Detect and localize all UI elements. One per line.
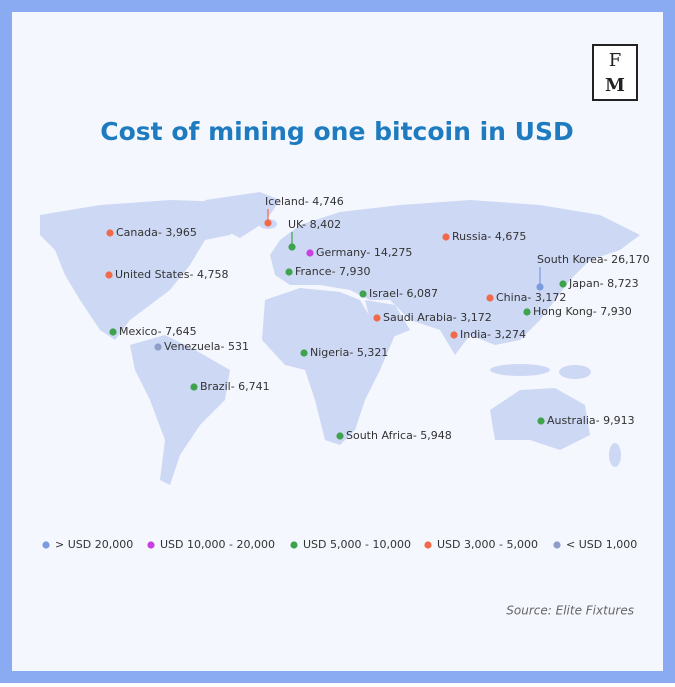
marker-dot bbox=[450, 331, 458, 339]
marker-label: Venezuela- 531 bbox=[164, 340, 249, 353]
legend-item: USD 10,000 - 20,000 bbox=[147, 538, 275, 551]
logo-top: F bbox=[609, 50, 622, 71]
source: Source: Elite Fixtures bbox=[506, 604, 634, 618]
map-marker: China- 3,172 bbox=[486, 291, 566, 304]
legend-label: USD 10,000 - 20,000 bbox=[160, 538, 275, 551]
logo-box bbox=[592, 44, 638, 101]
marker-dot bbox=[300, 349, 308, 357]
map-marker: Germany- 14,275 bbox=[306, 246, 412, 259]
marker-label: India- 3,274 bbox=[460, 328, 526, 341]
legend-label: USD 3,000 - 5,000 bbox=[437, 538, 538, 551]
map-marker: Israel- 6,087 bbox=[359, 287, 438, 300]
marker-label: Iceland- 4,746 bbox=[265, 195, 344, 208]
marker-dot bbox=[373, 314, 381, 322]
greenland bbox=[205, 192, 280, 238]
eurasia bbox=[270, 200, 640, 355]
north-america bbox=[40, 200, 250, 340]
legend-label: > USD 20,000 bbox=[55, 538, 133, 551]
markers: Iceland- 4,746 UK- 8,402 Germany- 14,275 Ca… bbox=[105, 195, 650, 442]
marker-dot bbox=[359, 290, 367, 298]
marker-label: France- 7,930 bbox=[295, 265, 371, 278]
new-zealand bbox=[609, 443, 621, 467]
arabia bbox=[365, 300, 410, 340]
map-marker: Venezuela- 531 bbox=[154, 340, 249, 353]
map-marker: France- 7,930 bbox=[285, 265, 371, 278]
new-guinea bbox=[559, 365, 591, 379]
map-marker: UK- 8,402 bbox=[288, 218, 341, 251]
south-america bbox=[130, 335, 230, 485]
marker-dot bbox=[285, 268, 293, 276]
marker-label: Hong Kong- 7,930 bbox=[533, 305, 632, 318]
marker-label: Russia- 4,675 bbox=[452, 230, 526, 243]
legend-item: USD 3,000 - 5,000 bbox=[424, 538, 538, 551]
indonesia bbox=[490, 364, 550, 376]
marker-label: Israel- 6,087 bbox=[369, 287, 438, 300]
legend-item: USD 5,000 - 10,000 bbox=[290, 538, 411, 551]
marker-label: Mexico- 7,645 bbox=[119, 325, 197, 338]
map-marker: India- 3,274 bbox=[450, 328, 526, 341]
marker-label: Saudi Arabia- 3,172 bbox=[383, 311, 492, 324]
map-marker: Mexico- 7,645 bbox=[109, 325, 197, 338]
legend-label: USD 5,000 - 10,000 bbox=[303, 538, 411, 551]
map-marker: United States- 4,758 bbox=[105, 268, 228, 281]
marker-label: Japan- 8,723 bbox=[568, 277, 639, 290]
marker-label: Brazil- 6,741 bbox=[200, 380, 270, 393]
legend: > USD 20,000 USD 10,000 - 20,000 USD 5,000… bbox=[42, 538, 637, 551]
legend-dot bbox=[147, 541, 155, 549]
legend-label: < USD 1,000 bbox=[566, 538, 637, 551]
legend-item: < USD 1,000 bbox=[553, 538, 637, 551]
marker-dot bbox=[559, 280, 567, 288]
legend-dot bbox=[424, 541, 432, 549]
legend-dot bbox=[42, 541, 50, 549]
marker-dot bbox=[306, 249, 314, 257]
logo-bottom: M bbox=[605, 75, 625, 96]
marker-label: South Africa- 5,948 bbox=[346, 429, 452, 442]
marker-label: UK- 8,402 bbox=[288, 218, 341, 231]
map-marker: Japan- 8,723 bbox=[559, 277, 639, 290]
marker-label: China- 3,172 bbox=[496, 291, 566, 304]
marker-dot bbox=[154, 343, 162, 351]
marker-label: Nigeria- 5,321 bbox=[310, 346, 388, 359]
marker-dot bbox=[486, 294, 494, 302]
marker-dot bbox=[336, 432, 344, 440]
map-marker: Australia- 9,913 bbox=[537, 414, 635, 427]
marker-dot bbox=[442, 233, 450, 241]
legend-dot bbox=[290, 541, 298, 549]
marker-dot bbox=[105, 271, 113, 279]
marker-dot bbox=[288, 243, 296, 251]
marker-label: Canada- 3,965 bbox=[116, 226, 197, 239]
marker-dot bbox=[106, 229, 114, 237]
map-marker: Hong Kong- 7,930 bbox=[523, 305, 632, 318]
map-marker: Canada- 3,965 bbox=[106, 226, 197, 239]
marker-label: South Korea- 26,170 bbox=[537, 253, 650, 266]
marker-label: Australia- 9,913 bbox=[547, 414, 635, 427]
africa bbox=[262, 288, 395, 445]
marker-dot bbox=[523, 308, 531, 316]
title: Cost of mining one bitcoin in USD bbox=[100, 117, 573, 146]
marker-dot bbox=[264, 219, 272, 227]
marker-label: Germany- 14,275 bbox=[316, 246, 412, 259]
marker-label: United States- 4,758 bbox=[115, 268, 228, 281]
map-marker: South Africa- 5,948 bbox=[336, 429, 452, 442]
map-marker: South Korea- 26,170 bbox=[536, 253, 650, 291]
map-marker: Saudi Arabia- 3,172 bbox=[373, 311, 492, 324]
marker-dot bbox=[190, 383, 198, 391]
marker-dot bbox=[537, 417, 545, 425]
logo: F M bbox=[592, 44, 638, 101]
legend-dot bbox=[553, 541, 561, 549]
map-marker: Iceland- 4,746 bbox=[264, 195, 344, 227]
marker-dot bbox=[536, 283, 544, 291]
map-marker: Nigeria- 5,321 bbox=[300, 346, 388, 359]
marker-dot bbox=[109, 328, 117, 336]
legend-item: > USD 20,000 bbox=[42, 538, 133, 551]
map-marker: Brazil- 6,741 bbox=[190, 380, 270, 393]
map-marker: Russia- 4,675 bbox=[442, 230, 526, 243]
